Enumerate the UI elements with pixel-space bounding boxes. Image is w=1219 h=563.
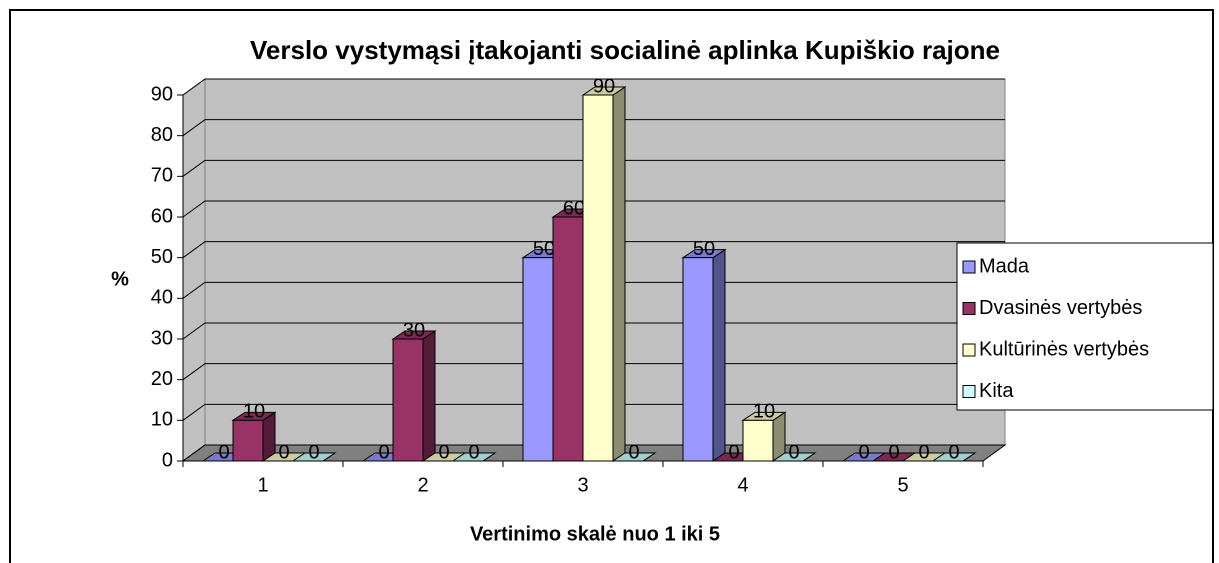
bar-top <box>451 452 497 462</box>
data-label: 50 <box>533 238 555 260</box>
data-label: 0 <box>858 441 869 463</box>
data-label: 0 <box>788 441 799 463</box>
bar-top <box>611 452 657 462</box>
legend-swatch <box>962 343 976 357</box>
bar-top <box>771 452 817 462</box>
x-tick-label: 5 <box>897 474 908 496</box>
bar-top <box>931 452 977 462</box>
y-tick-label: 30 <box>151 327 173 349</box>
bar <box>681 248 727 462</box>
grid-line <box>182 119 1005 137</box>
bar <box>741 411 787 462</box>
y-tick-label: 50 <box>151 246 173 268</box>
data-label: 90 <box>593 75 615 97</box>
bar-front <box>522 257 554 462</box>
bar <box>611 452 657 462</box>
data-label: 0 <box>438 441 449 463</box>
legend-swatch <box>962 260 976 274</box>
data-label: 60 <box>563 197 585 219</box>
data-label: 0 <box>728 441 739 463</box>
data-label: 0 <box>378 441 389 463</box>
y-tick-label: 90 <box>151 83 173 105</box>
bar-top <box>291 452 337 462</box>
bar-front <box>682 257 714 462</box>
x-tick-label: 3 <box>577 474 588 496</box>
y-tick-label: 70 <box>151 165 173 187</box>
grid-line <box>182 200 1005 218</box>
data-label: 0 <box>218 441 229 463</box>
grid-line <box>182 444 1005 462</box>
side-wall <box>182 78 206 462</box>
legend-swatch <box>962 302 976 315</box>
y-tick-label: 60 <box>151 205 173 227</box>
bar-front <box>392 338 424 462</box>
bar-front <box>742 419 774 462</box>
data-label: 0 <box>948 441 959 463</box>
legend-swatch <box>962 385 976 398</box>
data-label: 0 <box>278 441 289 463</box>
data-label: 0 <box>308 441 319 463</box>
chart-title: Verslo vystymąsi įtakojanti socialinė ap… <box>250 35 1000 65</box>
grid-line <box>182 403 1005 421</box>
grid-line <box>182 241 1005 259</box>
grid-line <box>182 159 1005 177</box>
data-label: 10 <box>243 401 265 423</box>
bar-side <box>612 86 626 462</box>
bar-front <box>232 419 264 462</box>
y-tick-label: 80 <box>151 124 173 146</box>
y-tick-label: 20 <box>151 368 173 390</box>
data-label: 30 <box>403 319 425 341</box>
y-tick-label: 0 <box>162 449 173 471</box>
legend-box <box>956 242 1214 411</box>
bar <box>451 452 497 462</box>
bar-front <box>582 94 614 462</box>
x-tick-label: 4 <box>737 474 748 496</box>
grid-line <box>182 363 1005 381</box>
data-label: 0 <box>468 441 479 463</box>
grid-line <box>182 78 1005 96</box>
data-label: 0 <box>888 441 899 463</box>
bar <box>291 452 337 462</box>
data-label: 0 <box>628 441 639 463</box>
x-tick-label: 2 <box>417 474 428 496</box>
bar <box>771 452 817 462</box>
y-axis-title: % <box>111 268 129 290</box>
bar <box>231 411 277 462</box>
legend-label: Kita <box>979 380 1014 402</box>
data-label: 0 <box>918 441 929 463</box>
bar-front <box>552 216 584 462</box>
x-tick-label: 1 <box>257 474 268 496</box>
grid-line <box>182 281 1005 299</box>
bar <box>931 452 977 462</box>
bar <box>581 86 627 462</box>
legend-label: Kultūrinės vertybės <box>979 338 1149 360</box>
grid-line <box>182 322 1005 340</box>
bar-side <box>712 248 726 462</box>
bar <box>391 330 437 462</box>
data-label: 50 <box>693 238 715 260</box>
y-tick-label: 10 <box>151 409 173 431</box>
y-tick-label: 40 <box>151 287 173 309</box>
data-label: 10 <box>753 401 775 423</box>
legend-label: Dvasinės vertybės <box>979 297 1142 319</box>
bar-side <box>422 330 436 462</box>
x-axis-title: Vertinimo skalė nuo 1 iki 5 <box>470 523 720 545</box>
legend-label: Mada <box>979 255 1030 277</box>
